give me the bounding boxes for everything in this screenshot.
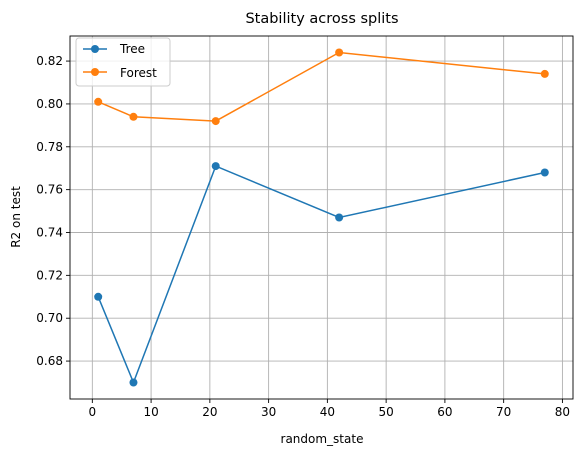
plot-frame	[69, 35, 574, 400]
data-point-tree	[335, 213, 344, 222]
x-tick-label: 50	[378, 405, 393, 419]
y-tick-label: 0.76	[36, 183, 63, 197]
chart-title: Stability across splits	[245, 11, 398, 27]
legend-label-tree: Tree	[119, 42, 145, 56]
y-tick-label: 0.80	[36, 97, 63, 111]
y-tick-label: 0.68	[36, 354, 63, 368]
grid	[70, 36, 573, 399]
series-forest	[94, 48, 549, 126]
y-tick-label: 0.74	[36, 226, 63, 240]
y-axis-title: R2 on test	[9, 186, 23, 248]
x-tick-label: 40	[320, 405, 335, 419]
legend-marker-forest	[91, 68, 99, 76]
legend: Tree Forest	[75, 37, 171, 87]
data-point-forest	[540, 69, 549, 78]
data-point-forest	[335, 48, 344, 57]
x-tick-label: 80	[555, 405, 570, 419]
legend-box	[75, 37, 171, 87]
data-point-tree	[94, 292, 103, 301]
legend-marker-tree	[91, 45, 99, 53]
ticks: 0 10 20 30 40 50 60 70 80 0.68 0.70 0.72 0.74 0.76 0.7…	[36, 54, 570, 419]
x-tick-label: 10	[143, 405, 158, 419]
x-tick-label: 60	[437, 405, 452, 419]
x-tick-label: 0	[89, 405, 97, 419]
y-tick-label: 0.70	[36, 311, 63, 325]
x-tick-label: 30	[261, 405, 276, 419]
data-point-tree	[540, 168, 549, 177]
x-tick-label: 70	[496, 405, 511, 419]
data-point-forest	[94, 97, 103, 106]
data-point-tree	[211, 162, 220, 171]
x-axis-title: random_state	[281, 432, 364, 446]
legend-label-forest: Forest	[120, 66, 157, 80]
y-tick-label: 0.78	[36, 140, 63, 154]
x-tick-label: 20	[202, 405, 217, 419]
data-point-tree	[129, 378, 138, 387]
y-tick-label: 0.72	[36, 268, 63, 282]
data-point-forest	[129, 112, 138, 121]
y-tick-label: 0.82	[36, 54, 63, 68]
series-tree	[94, 162, 549, 387]
series	[94, 48, 549, 387]
data-point-forest	[211, 117, 220, 126]
